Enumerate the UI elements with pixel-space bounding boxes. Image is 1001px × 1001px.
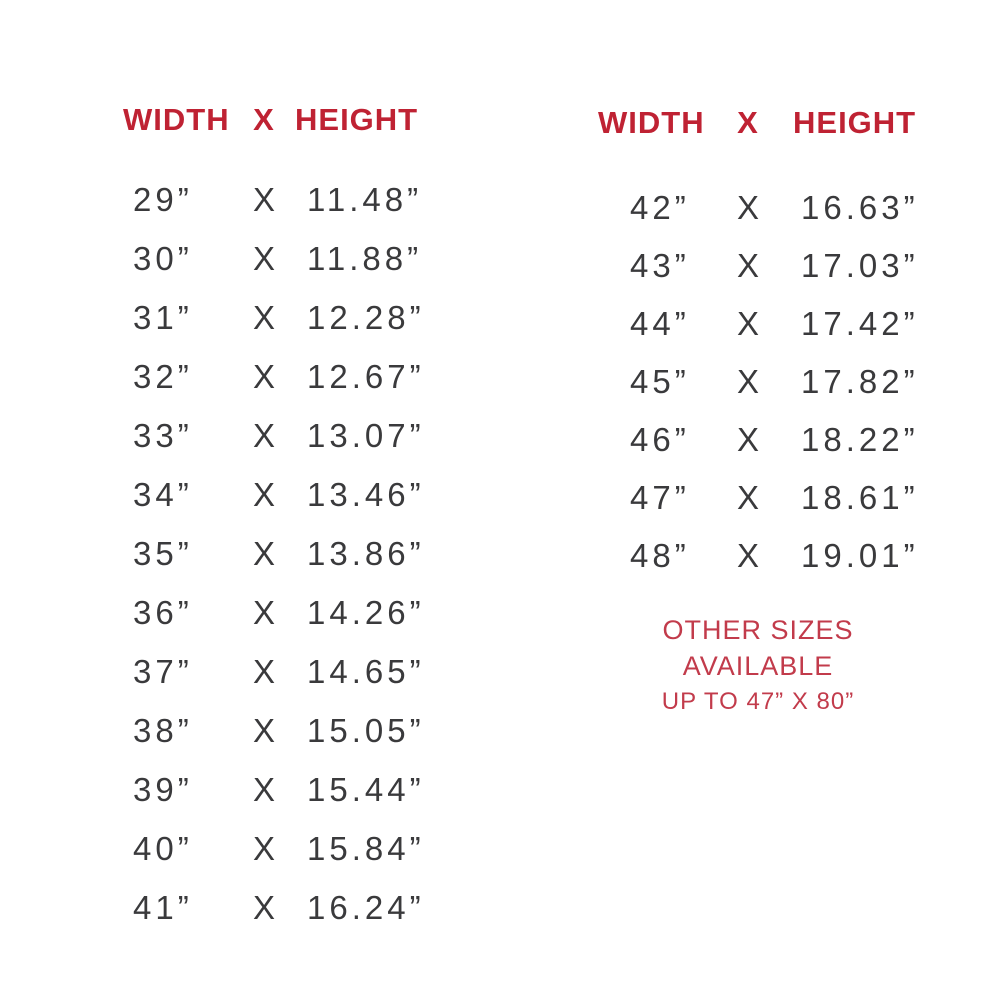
size-row-height: 12.28” [307,298,425,336]
size-row-height: 13.86” [307,534,425,572]
right-header-width-label: WIDTH [598,105,705,140]
other-sizes-note-line2: UP TO 47” X 80” [661,688,855,715]
size-row-height: 14.65” [307,652,425,690]
other-sizes-note-line1: OTHER SIZES AVAILABLE [662,615,854,681]
size-row-height: 15.84” [307,829,425,867]
size-row-height: 16.63” [801,189,919,226]
size-row-width: 30” [133,239,193,277]
size-row-height: 13.07” [307,416,425,454]
size-row-width: 29” [133,180,193,218]
size-row-separator: X [736,305,759,342]
right-header-x-label: X [737,105,759,140]
size-row-separator: X [736,479,759,516]
left-header-width-label: WIDTH [123,102,230,137]
size-row-height: 11.88” [307,239,423,277]
right-table-header: WIDTH X HEIGHT [598,105,963,141]
size-row-separator: X [736,537,759,574]
size-row-height: 18.61” [801,479,919,516]
size-row-separator: X [252,416,275,454]
size-row-width: 39” [133,770,193,808]
left-size-table: 29” X 11.48” 30” X 11.88” 31” X 12.28” 3… [123,170,470,937]
size-row-separator: X [252,239,275,277]
size-row-separator: X [736,247,759,284]
size-row-separator: X [252,180,275,218]
size-row-separator: X [736,363,759,400]
size-row-width: 44” [630,305,690,342]
size-row-width: 31” [133,298,193,336]
size-row-width: 45” [630,363,690,400]
size-row-width: 43” [630,247,690,284]
size-row-height: 17.03” [801,247,919,284]
size-row-separator: X [252,475,275,513]
size-row-height: 17.42” [801,305,919,342]
size-row-separator: X [252,711,275,749]
size-row-width: 33” [133,416,193,454]
size-row-separator: X [252,357,275,395]
size-row-width: 32” [133,357,193,395]
left-table-header: WIDTH X HEIGHT [123,102,470,138]
size-row-height: 18.22” [801,421,919,458]
size-row-separator: X [252,770,275,808]
size-row-separator: X [252,652,275,690]
size-row-height: 16.24” [307,888,425,926]
left-header-height-label: HEIGHT [295,102,419,137]
size-row-width: 42” [630,189,690,226]
size-row-height: 19.01” [801,537,919,574]
size-row-width: 34” [133,475,193,513]
right-size-table: 42” X 16.63” 43” X 17.03” 44” X 17.42” 4… [598,179,963,585]
size-row-width: 38” [133,711,193,749]
size-row-height: 17.82” [801,363,919,400]
size-row-separator: X [252,298,275,336]
size-row-height: 13.46” [307,475,425,513]
size-row-height: 14.26” [307,593,425,631]
size-row-separator: X [736,189,759,226]
left-header-x-label: X [253,102,275,137]
size-row-separator: X [252,829,275,867]
size-row-width: 47” [630,479,690,516]
size-row-separator: X [736,421,759,458]
right-header-height-label: HEIGHT [793,105,917,140]
size-row-height: 15.44” [307,770,425,808]
size-row-width: 48” [630,537,690,574]
size-row-width: 35” [133,534,193,572]
size-row-separator: X [252,888,275,926]
size-row-width: 41” [133,888,193,926]
size-row-height: 15.05” [307,711,425,749]
size-row-separator: X [252,593,275,631]
size-row-width: 40” [133,829,193,867]
size-row-width: 37” [133,652,193,690]
size-row-width: 46” [630,421,690,458]
other-sizes-note: OTHER SIZES AVAILABLE UP TO 47” X 80” [598,612,918,720]
size-row-width: 36” [133,593,193,631]
size-row-height: 12.67” [307,357,425,395]
size-row-separator: X [252,534,275,572]
size-row-height: 11.48” [307,180,423,218]
